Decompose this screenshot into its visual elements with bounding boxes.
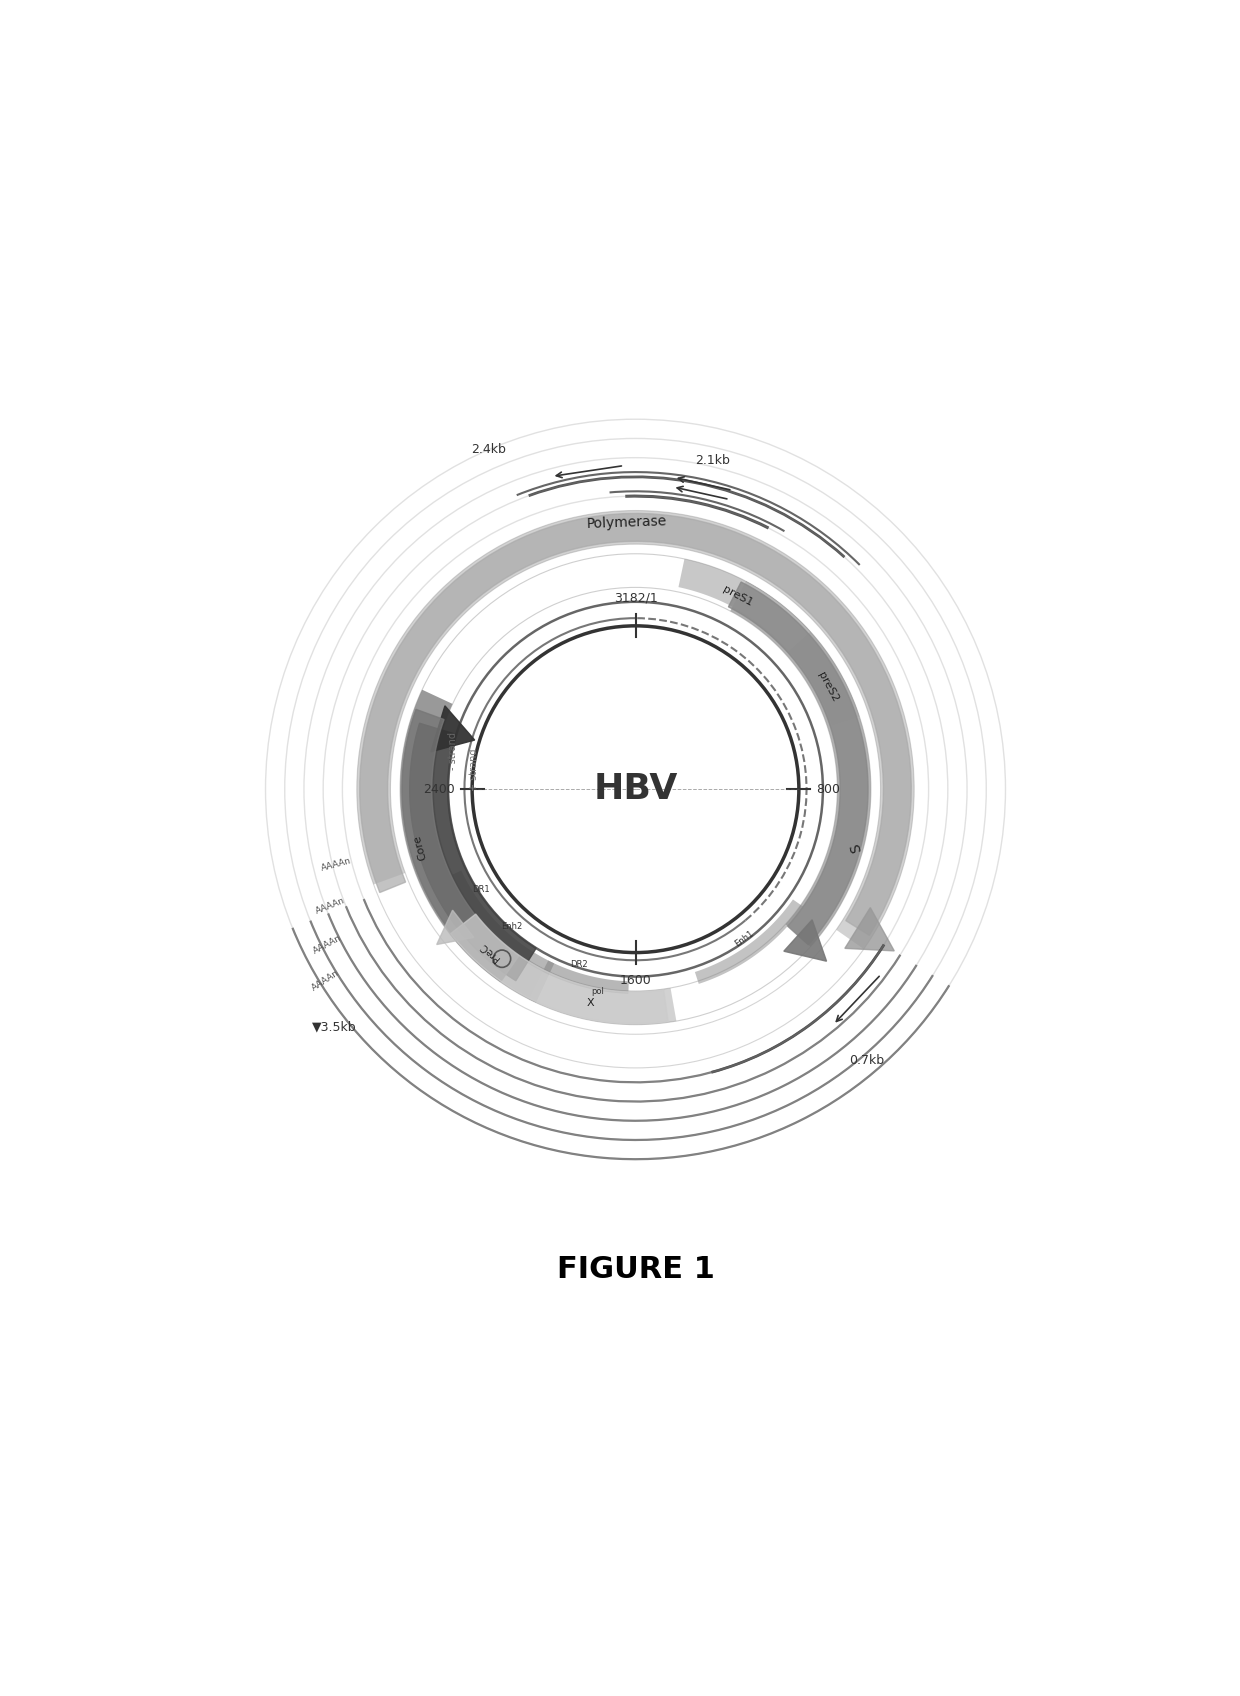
- Text: Core: Core: [412, 833, 428, 862]
- Polygon shape: [728, 582, 868, 945]
- Text: 1600: 1600: [620, 974, 651, 987]
- Text: Enh2: Enh2: [501, 923, 523, 931]
- Polygon shape: [450, 870, 554, 975]
- Text: HBV: HBV: [593, 772, 678, 806]
- Text: preS1: preS1: [722, 583, 755, 609]
- Text: 800: 800: [816, 784, 841, 795]
- Polygon shape: [360, 514, 911, 936]
- Polygon shape: [733, 582, 859, 726]
- Text: FIGURE 1: FIGURE 1: [557, 1255, 714, 1284]
- Polygon shape: [409, 722, 536, 980]
- Polygon shape: [402, 709, 518, 980]
- Polygon shape: [450, 914, 551, 1002]
- Polygon shape: [784, 919, 827, 962]
- Text: DR2: DR2: [569, 960, 588, 968]
- Polygon shape: [436, 911, 474, 945]
- Text: ▼3.5kb: ▼3.5kb: [312, 1021, 357, 1033]
- Text: PreC: PreC: [477, 941, 501, 963]
- Text: S: S: [848, 843, 864, 855]
- Text: preS2: preS2: [816, 670, 841, 704]
- Polygon shape: [401, 690, 520, 982]
- Polygon shape: [357, 510, 914, 950]
- Text: Polymerase: Polymerase: [585, 514, 667, 531]
- Text: 2.4kb: 2.4kb: [471, 443, 506, 456]
- Polygon shape: [528, 968, 676, 1024]
- Polygon shape: [730, 582, 870, 946]
- Polygon shape: [450, 914, 668, 1024]
- Text: DR1: DR1: [472, 885, 490, 894]
- Text: - strand: - strand: [448, 731, 458, 770]
- Polygon shape: [678, 560, 811, 651]
- Text: AAAAn: AAAAn: [311, 933, 342, 957]
- Text: 2400: 2400: [423, 784, 455, 795]
- Text: 2.1kb: 2.1kb: [696, 453, 730, 466]
- Text: AAAAn: AAAAn: [320, 856, 352, 873]
- Text: pol: pol: [591, 987, 604, 996]
- Text: AAAAn: AAAAn: [314, 895, 346, 916]
- Polygon shape: [543, 960, 629, 994]
- Text: 0.7kb: 0.7kb: [849, 1053, 884, 1067]
- Text: 3182/1: 3182/1: [614, 592, 657, 605]
- Text: X: X: [587, 997, 594, 1007]
- Text: + strand: + strand: [469, 748, 479, 792]
- Polygon shape: [694, 899, 804, 984]
- Polygon shape: [844, 907, 894, 951]
- Text: Enh1: Enh1: [733, 929, 755, 948]
- Polygon shape: [430, 706, 475, 751]
- Text: AAAAn: AAAAn: [310, 968, 341, 992]
